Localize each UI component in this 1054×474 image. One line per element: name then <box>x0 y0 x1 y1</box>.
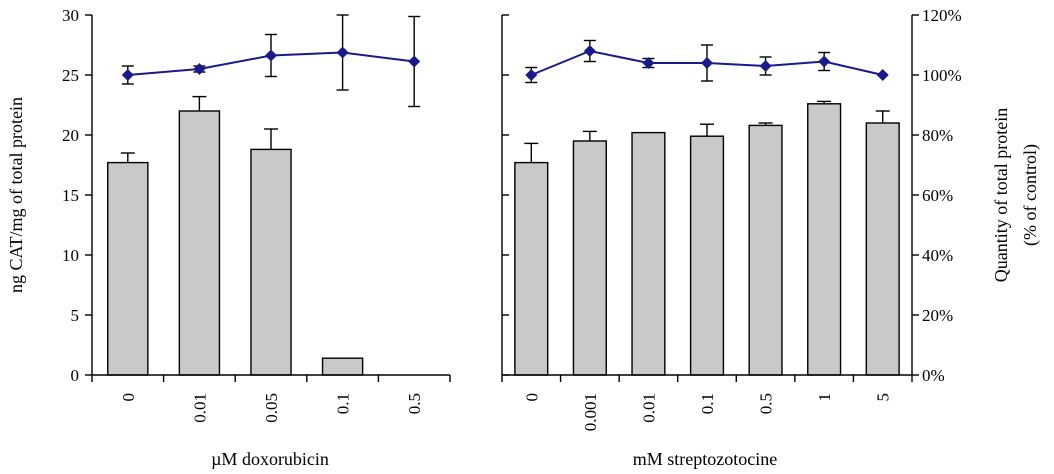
right-category-label: 0 <box>522 393 541 402</box>
right-y-tick-label: 80% <box>922 126 953 145</box>
left-line-marker <box>336 46 349 59</box>
right-category-label: 0.001 <box>581 393 600 431</box>
right-line-marker <box>642 57 655 69</box>
left-y-tick-labels: 0 5 10 15 20 25 30 <box>62 6 79 385</box>
right-bar <box>689 135 725 376</box>
right-y-tick-label: 60% <box>922 186 953 205</box>
left-line-marker <box>121 69 134 81</box>
right-y-tick-label: 20% <box>922 306 953 325</box>
right-line-marker <box>525 69 538 81</box>
left-bar <box>321 357 364 376</box>
left-category-label: 0 <box>119 393 138 402</box>
right-bars <box>514 103 900 376</box>
left-category-label: 0.5 <box>405 393 424 414</box>
right-category-labels: 0 0.001 0.01 0.1 0.5 1 5 <box>522 393 892 431</box>
left-y-tick-label: 30 <box>62 6 79 25</box>
left-y-tick-label: 25 <box>62 66 79 85</box>
right-bar <box>865 122 900 376</box>
left-line-marker <box>193 63 206 75</box>
right-bar <box>748 124 783 376</box>
left-line-marker <box>265 49 277 62</box>
left-category-label: 0.01 <box>190 393 209 423</box>
right-category-label: 0.01 <box>639 393 658 423</box>
left-x-axis-title: µM doxorubicin <box>211 449 329 469</box>
right-x-axis-title: mM streptozotocine <box>633 449 777 469</box>
right-bar <box>807 103 842 376</box>
right-line-marker <box>701 57 713 69</box>
left-category-label: 0.05 <box>262 393 281 423</box>
left-y-tick-label: 15 <box>62 186 79 205</box>
right-panel: 0% 20% 40% 60% 80% 100% 120% 0 0.001 0.01 0.1 0.5 1… <box>501 6 1041 469</box>
left-panel: 0 5 10 15 20 25 30 0 0.01 0.05 0.1 0.5 ng CAT/mg o… <box>6 6 451 469</box>
right-y-tick-label: 120% <box>922 6 962 25</box>
left-y-tick-label: 0 <box>71 366 80 385</box>
right-error-bars <box>524 100 890 163</box>
right-y-tick-label: 0% <box>922 366 945 385</box>
right-y-tick-label: 100% <box>922 66 962 85</box>
left-y-axis-title: ng CAT/mg of total protein <box>6 97 26 293</box>
left-protein-line <box>121 14 421 108</box>
right-line-marker <box>759 60 772 72</box>
right-axes <box>501 14 919 382</box>
right-bar <box>631 131 666 376</box>
right-category-label: 0.1 <box>698 393 717 414</box>
left-line-marker <box>408 55 421 68</box>
left-error-bars <box>120 95 278 163</box>
right-bar <box>514 161 549 376</box>
left-category-labels: 0 0.01 0.05 0.1 0.5 <box>119 393 424 423</box>
right-y-axis-title-line2: (% of control) <box>1020 144 1041 246</box>
right-protein-line <box>525 39 889 84</box>
left-y-tick-label: 20 <box>62 126 79 145</box>
right-category-label: 0.5 <box>757 393 776 414</box>
right-line-marker <box>818 55 831 68</box>
right-bar <box>572 140 607 376</box>
right-line-marker <box>876 69 889 81</box>
left-bar <box>250 148 292 376</box>
right-y-tick-labels: 0% 20% 40% 60% 80% 100% 120% <box>922 6 962 385</box>
left-y-tick-label: 5 <box>71 306 80 325</box>
right-y-axis-title-line1: Quantity of total protein <box>991 108 1011 282</box>
left-bar <box>178 110 221 376</box>
left-axes <box>85 14 451 382</box>
right-line-marker <box>583 45 596 57</box>
left-bar <box>107 161 149 376</box>
left-y-tick-label: 10 <box>62 246 79 265</box>
left-category-label: 0.1 <box>334 393 353 414</box>
right-category-label: 1 <box>815 393 834 402</box>
left-bars <box>107 110 364 376</box>
right-category-label: 5 <box>874 393 893 402</box>
right-y-tick-label: 40% <box>922 246 953 265</box>
